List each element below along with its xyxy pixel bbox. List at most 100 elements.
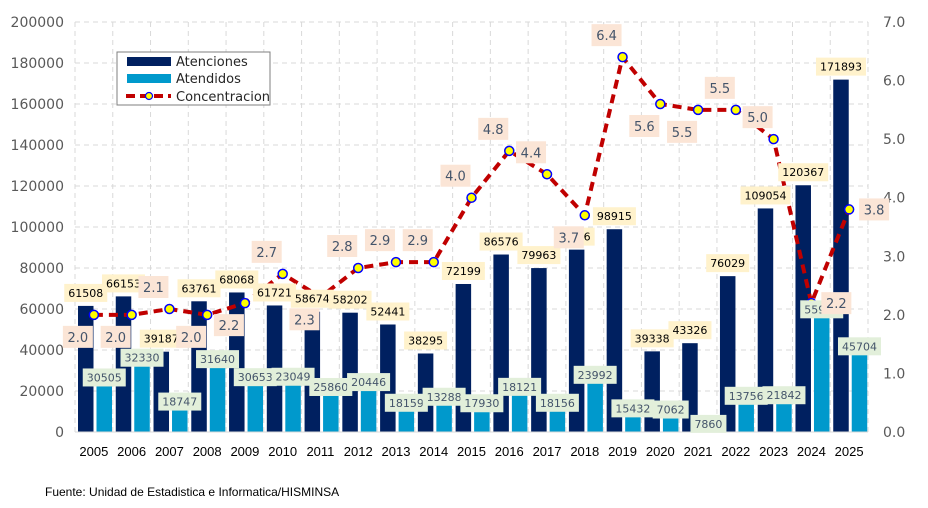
data-label-concentracion-text: 4.4 bbox=[521, 146, 542, 161]
y-tick-label-left: 60000 bbox=[19, 302, 64, 318]
legend-swatch-atendidos bbox=[127, 74, 171, 83]
x-tick-label: 2017 bbox=[533, 444, 562, 459]
concentracion-marker bbox=[201, 309, 213, 321]
y-tick-label-left: 20000 bbox=[19, 384, 64, 400]
data-label-concentracion-bg bbox=[251, 240, 282, 263]
y-tick-label-left: 200000 bbox=[11, 15, 64, 31]
x-tick-label: 2010 bbox=[268, 444, 297, 459]
data-label-concentracion-text: 2.9 bbox=[370, 234, 391, 249]
data-label-concentracion-bg bbox=[821, 292, 852, 315]
x-tick-label: 2022 bbox=[721, 444, 750, 459]
bar-atenciones bbox=[568, 249, 585, 432]
x-tick-label: 2014 bbox=[419, 444, 448, 459]
data-label-atendidos-text: 15432 bbox=[615, 402, 650, 415]
data-label-concentracion: 3.8 bbox=[859, 198, 890, 221]
data-label-atendidos-text: 21842 bbox=[766, 389, 801, 402]
data-label-concentracion-bg bbox=[742, 106, 773, 129]
data-label-atendidos-bg bbox=[158, 392, 202, 411]
y-tick-label-left: 80000 bbox=[19, 261, 64, 277]
data-label-atenciones: 61721 bbox=[253, 283, 297, 302]
x-tick-label: 2024 bbox=[797, 444, 826, 459]
data-label-atendidos-bg bbox=[611, 399, 655, 418]
concentracion-marker bbox=[579, 210, 591, 221]
y-tick-label-right: 3.0 bbox=[883, 249, 905, 265]
data-label-concentracion-bg bbox=[402, 229, 433, 252]
data-label-concentracion-bg bbox=[364, 229, 395, 252]
data-label-atenciones-text: 61508 bbox=[68, 287, 103, 300]
data-label-atendidos-text: 17930 bbox=[464, 397, 499, 410]
data-label-atenciones-bg bbox=[815, 57, 866, 76]
y-tick-label-left: 100000 bbox=[11, 220, 64, 236]
data-label-atenciones-bg bbox=[366, 302, 410, 321]
data-label-atendidos: 13288 bbox=[422, 387, 466, 406]
legend-label-atendidos: Atendidos bbox=[176, 72, 241, 87]
data-label-atenciones-bg bbox=[253, 283, 297, 302]
data-label-concentracion: 3.7 bbox=[553, 226, 584, 249]
data-label-concentracion-text: 2.7 bbox=[256, 246, 277, 261]
line-labels: 2.0 2.0 2.1 2.0 2.2 2.7 2.3 2.8 2.9 2.9 4.0 4.8 4.4 3… bbox=[62, 24, 890, 348]
data-label-concentracion-bg bbox=[138, 276, 169, 298]
data-label-atenciones-text: 58674 bbox=[295, 293, 330, 306]
data-label-atenciones-text: 43326 bbox=[672, 324, 707, 337]
data-label-concentracion-text: 2.0 bbox=[105, 331, 126, 346]
x-tick-label: 2021 bbox=[684, 444, 713, 459]
data-label-atenciones: 52441 bbox=[366, 302, 410, 321]
data-label-concentracion-bg bbox=[478, 117, 509, 140]
bar-atenciones bbox=[757, 208, 774, 432]
y-tick-label-left: 40000 bbox=[19, 343, 64, 359]
x-tick-label: 2012 bbox=[344, 444, 373, 459]
bar-atenciones bbox=[342, 312, 358, 432]
data-label-concentracion-text: 2.0 bbox=[68, 331, 89, 346]
data-label-concentracion-text: 2.0 bbox=[181, 331, 202, 346]
data-label-atenciones-bg bbox=[441, 261, 485, 280]
data-label-concentracion-bg bbox=[859, 198, 890, 221]
data-label-atendidos-text: 18121 bbox=[502, 381, 537, 394]
source-note: Fuente: Unidad de Estadistica e Informat… bbox=[45, 485, 340, 499]
data-label-concentracion-text: 2.8 bbox=[332, 240, 353, 255]
x-tick-label: 2005 bbox=[79, 444, 108, 459]
bar-atenciones bbox=[644, 351, 660, 432]
data-label-atenciones-bg bbox=[64, 283, 108, 302]
x-tick-label: 2025 bbox=[835, 444, 864, 459]
data-label-atenciones-text: 79963 bbox=[521, 249, 556, 262]
data-label-concentracion-text: 6.4 bbox=[596, 29, 617, 44]
data-label-concentracion: 2.2 bbox=[821, 292, 852, 315]
data-label-concentracion-bg bbox=[327, 235, 358, 257]
data-label-concentracion: 2.0 bbox=[100, 325, 131, 348]
concentracion-marker bbox=[730, 104, 742, 116]
bar-atendidos bbox=[587, 382, 603, 432]
data-label-atendidos-text: 31640 bbox=[200, 353, 235, 366]
data-label-atenciones: 58674 bbox=[290, 289, 334, 308]
concentracion-marker bbox=[843, 204, 855, 215]
data-label-atenciones: 120367 bbox=[778, 163, 829, 182]
legend-swatch-atenciones bbox=[127, 57, 171, 66]
data-label-atendidos-text: 30505 bbox=[87, 371, 122, 384]
data-label-concentracion-bg bbox=[667, 120, 698, 143]
data-label-atendidos-bg bbox=[309, 377, 353, 396]
data-label-atendidos-bg bbox=[347, 373, 391, 392]
data-label-atendidos-bg bbox=[233, 368, 277, 387]
data-label-atendidos-text: 23049 bbox=[276, 371, 311, 384]
data-label-atendidos-text: 20446 bbox=[351, 376, 386, 389]
data-label-atenciones-text: 120367 bbox=[782, 166, 824, 179]
y-axis-left: 0 20000 40000 60000 80000 100000 120000 140000 1… bbox=[11, 15, 64, 441]
data-label-atenciones: 72199 bbox=[441, 261, 485, 280]
data-label-atenciones-bg bbox=[479, 232, 523, 251]
data-label-atendidos-bg bbox=[460, 394, 504, 413]
data-label-concentracion-bg bbox=[62, 325, 93, 348]
concentracion-marker bbox=[390, 256, 402, 268]
bar-atendidos bbox=[511, 394, 528, 432]
data-label-concentracion-text: 5.0 bbox=[747, 111, 768, 126]
data-label-atenciones-text: 66153 bbox=[106, 277, 141, 290]
data-label-atendidos-text: 18747 bbox=[162, 396, 197, 409]
data-label-atendidos: 23992 bbox=[573, 365, 617, 384]
bar-atendidos bbox=[285, 384, 301, 432]
concentracion-marker bbox=[277, 268, 288, 280]
data-label-atenciones-bg bbox=[706, 254, 750, 273]
legend-label-atenciones: Atenciones bbox=[176, 55, 248, 70]
data-label-concentracion-text: 2.2 bbox=[219, 319, 240, 334]
data-label-concentracion-bg bbox=[289, 308, 320, 331]
data-label-atendidos: 18159 bbox=[384, 393, 428, 412]
bar-atendidos bbox=[436, 404, 452, 432]
